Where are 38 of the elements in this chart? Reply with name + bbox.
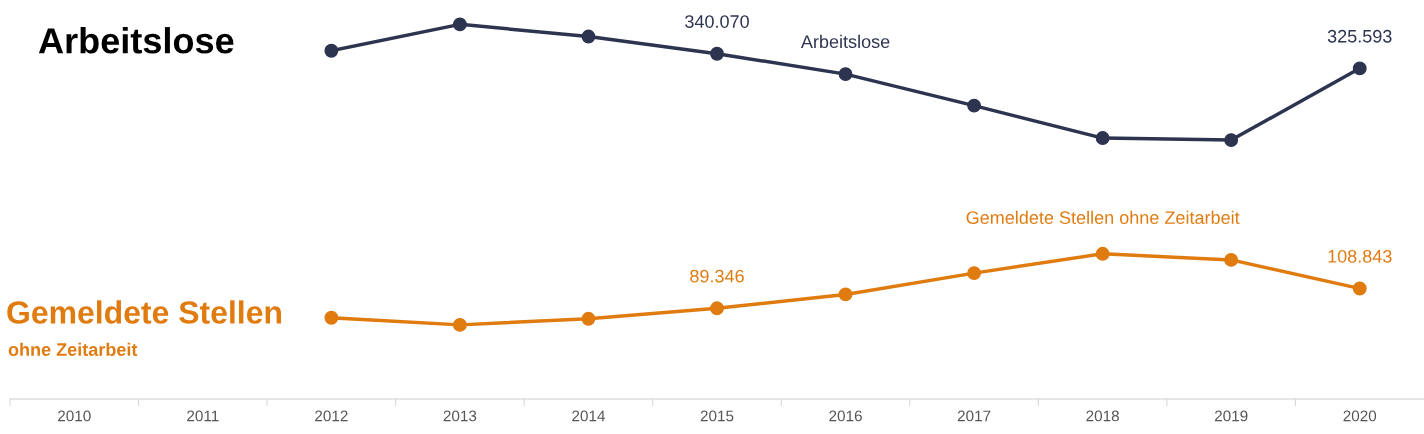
series-label: Arbeitslose [800, 34, 890, 49]
x-tick-label: 2016 [829, 410, 862, 422]
annotation: Gemeldete Stellen [7, 300, 281, 324]
point [324, 310, 339, 325]
series-label: Gemeldete Stellen ohne Zeitarbeit [966, 210, 1240, 225]
point [838, 67, 853, 82]
point [581, 29, 596, 44]
data-label: 340.070 [685, 15, 749, 28]
annotation: Arbeitslose [38, 27, 234, 54]
x-tick-label: 2015 [700, 410, 734, 422]
x-tick-label: 2019 [1214, 410, 1248, 422]
point [452, 317, 467, 332]
point [1095, 246, 1110, 261]
x-tick-label: 2017 [957, 410, 991, 422]
data-label: 325.593 [1327, 29, 1392, 43]
point [967, 98, 982, 113]
x-tick-label: 2014 [572, 410, 605, 422]
point [710, 301, 724, 316]
data-label: 89.346 [690, 269, 744, 283]
point [1224, 252, 1239, 267]
point [581, 311, 596, 326]
point [838, 287, 853, 302]
x-tick-label: 2012 [315, 410, 348, 422]
point [1095, 131, 1110, 146]
point [452, 17, 467, 32]
x-tick-label: 2013 [443, 410, 477, 422]
text: ohne Zeitarbeit [8, 342, 138, 356]
point [710, 46, 724, 61]
point [1224, 133, 1239, 148]
point [324, 43, 339, 58]
point [967, 266, 982, 281]
x-tick-label: 2011 [187, 410, 219, 422]
point [1352, 61, 1367, 76]
x-tick-label: 2018 [1086, 410, 1119, 422]
x-tick-label: 2010 [58, 410, 91, 422]
point [1352, 281, 1367, 296]
x-tick-label: 2020 [1343, 410, 1377, 422]
data-label: 108.843 [1328, 249, 1392, 263]
